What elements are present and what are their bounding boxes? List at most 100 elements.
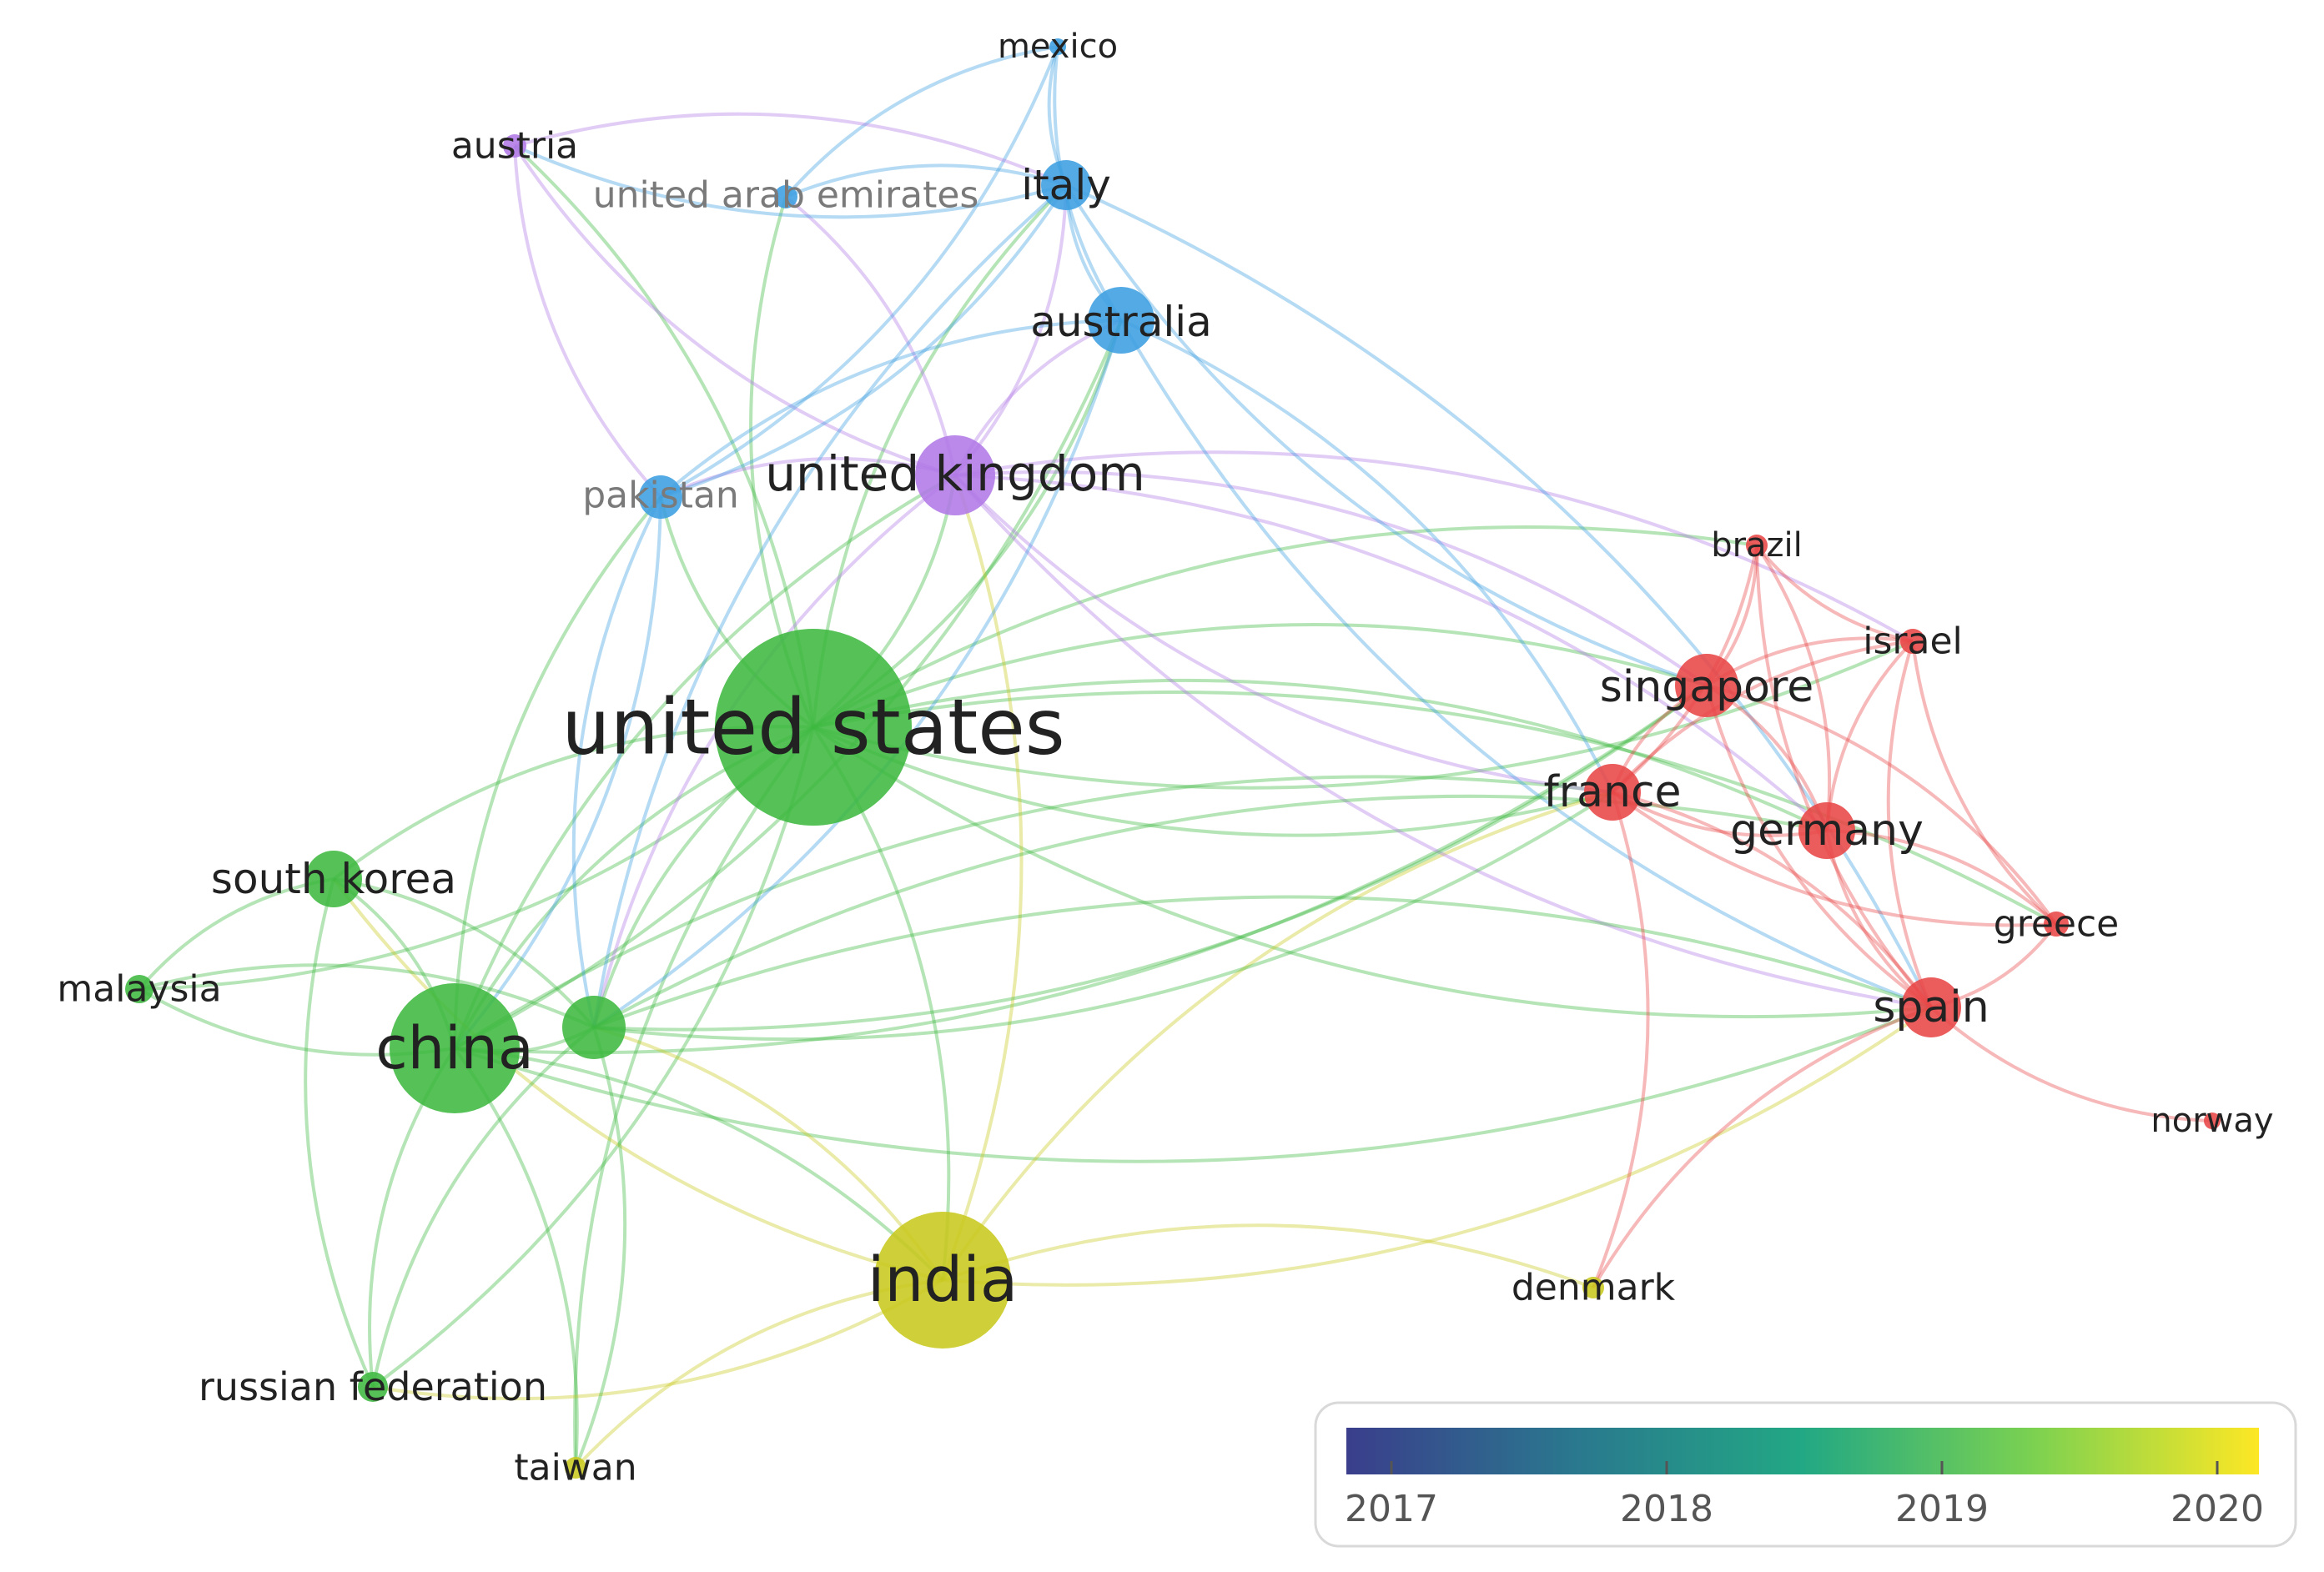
label-singapore: singapore xyxy=(1600,662,1813,712)
edge-austria-pakistan xyxy=(513,145,662,499)
node-united-kingdom[interactable] xyxy=(915,435,995,515)
edge-unlabeled_green-spain xyxy=(593,895,1932,1029)
edge-unlabeled_green-singapore xyxy=(593,684,1708,1032)
edge-india-united_kingdom xyxy=(941,475,1024,1281)
edge-united_states-brazil xyxy=(812,525,1758,729)
edge-united_states-israel xyxy=(812,640,1914,790)
edge-india-france xyxy=(941,791,1613,1282)
node-malaysia[interactable] xyxy=(125,975,153,1003)
label-denmark: denmark xyxy=(1512,1267,1676,1309)
node-france[interactable] xyxy=(1584,764,1641,821)
edges-layer xyxy=(138,45,2213,1469)
edge-spain-israel xyxy=(1886,640,1933,1008)
node-singapore[interactable] xyxy=(1675,654,1738,717)
edge-china-spain xyxy=(454,1006,1932,1163)
edge-italy-singapore xyxy=(1064,183,1708,687)
label-germany: germany xyxy=(1730,806,1924,856)
node-china[interactable] xyxy=(390,983,520,1113)
node-germany[interactable] xyxy=(1798,802,1855,859)
node-unlabeled-green[interactable] xyxy=(562,996,626,1059)
edge-china-united_kingdom xyxy=(453,474,956,1049)
edge-singapore-spain xyxy=(1705,685,1933,1009)
edge-united_kingdom-spain xyxy=(953,474,1932,1009)
edge-france-denmark xyxy=(1592,791,1650,1288)
node-israel[interactable] xyxy=(1900,629,1925,654)
edge-india-south_korea xyxy=(332,877,943,1282)
node-norway[interactable] xyxy=(2204,1112,2221,1129)
edge-australia-france xyxy=(1120,319,1614,793)
edge-italy-unlabeled_green xyxy=(592,183,1068,1028)
edge-singapore-greece xyxy=(1706,684,2058,926)
edge-united_kingdom-united_arab_emirates xyxy=(784,195,957,476)
node-italy[interactable] xyxy=(1041,160,1091,210)
edge-united_states-singapore xyxy=(812,623,1708,729)
year-color-legend: 2017 2018 2019 2020 xyxy=(1314,1401,2297,1548)
edge-france-greece xyxy=(1611,791,2057,927)
edge-italy-united_arab_emirates xyxy=(785,163,1067,198)
edge-india-russian_federation xyxy=(372,1278,944,1401)
edge-united_kingdom-france xyxy=(953,474,1613,794)
label-united-arab-emirates: united arab emirates xyxy=(593,174,979,217)
node-australia[interactable] xyxy=(1088,287,1154,354)
node-russian-federation[interactable] xyxy=(358,1372,388,1402)
label-spain: spain xyxy=(1873,982,1989,1032)
label-israel: israel xyxy=(1863,620,1963,663)
node-greece[interactable] xyxy=(2044,912,2069,937)
edge-spain-denmark xyxy=(1592,1006,1932,1289)
node-spain[interactable] xyxy=(1901,977,1961,1037)
edge-united_states-taiwan xyxy=(573,726,815,1469)
edge-italy-pakistan xyxy=(660,183,1068,499)
edge-united_kingdom-pakistan xyxy=(660,456,956,499)
nodes-layer xyxy=(125,38,2221,1479)
label-brazil: brazil xyxy=(1711,526,1803,565)
node-taiwan[interactable] xyxy=(565,1457,586,1479)
label-united-kingdom: united kingdom xyxy=(765,445,1144,502)
node-united-arab-emirates[interactable] xyxy=(774,185,797,208)
edge-germany-greece xyxy=(1826,829,2058,926)
edge-united_states-greece xyxy=(812,690,2057,926)
edge-south_korea-unlabeled_green xyxy=(333,877,596,1029)
label-india: india xyxy=(868,1244,1018,1316)
edge-italy-austria xyxy=(514,144,1067,219)
label-malaysia: malaysia xyxy=(57,968,221,1011)
label-china: china xyxy=(375,1014,534,1082)
label-france: france xyxy=(1543,767,1681,817)
label-south-korea: south korea xyxy=(211,855,456,903)
edge-pakistan-unlabeled_green xyxy=(571,496,662,1028)
edge-australia-pakistan xyxy=(659,319,1122,499)
edge-united_states-russian_federation xyxy=(371,726,815,1389)
legend-ticks: 2017 2018 2019 2020 xyxy=(1345,1461,2264,1530)
edge-australia-spain xyxy=(1119,319,1932,1009)
edge-france-spain xyxy=(1612,791,1933,1009)
edge-spain-norway xyxy=(1929,1006,2213,1122)
node-pakistan[interactable] xyxy=(639,475,682,519)
edge-china-india xyxy=(454,1047,944,1282)
edge-mexico-pakistan xyxy=(660,46,1059,499)
legend-label-2019: 2019 xyxy=(1895,1488,1989,1530)
node-united-states[interactable] xyxy=(715,629,912,826)
edge-china-pakistan xyxy=(453,495,662,1049)
node-mexico[interactable] xyxy=(1049,38,1066,55)
edge-united_states-spain xyxy=(812,726,1932,1019)
edge-united_states-france xyxy=(812,726,1613,837)
label-mexico: mexico xyxy=(998,28,1118,66)
edge-india-denmark xyxy=(942,1223,1594,1289)
node-india[interactable] xyxy=(874,1212,1011,1349)
edge-united_kingdom-germany xyxy=(954,474,1829,832)
label-austria: austria xyxy=(451,125,578,168)
edge-germany-brazil xyxy=(1755,544,1832,831)
edge-france-germany xyxy=(1612,791,1828,837)
edge-united_kingdom-italy xyxy=(953,184,1068,477)
edge-united_states-malaysia xyxy=(138,726,815,991)
edge-australia-unlabeled_green xyxy=(592,319,1123,1029)
edge-united_states-germany xyxy=(812,678,1828,832)
edge-spain-brazil xyxy=(1755,545,1933,1009)
legend-label-2020: 2020 xyxy=(2171,1488,2264,1530)
node-south-korea[interactable] xyxy=(305,851,362,907)
edge-united_kingdom-israel xyxy=(954,450,1914,643)
node-brazil[interactable] xyxy=(1746,535,1768,556)
node-denmark[interactable] xyxy=(1582,1277,1604,1298)
node-austria[interactable] xyxy=(503,134,526,158)
edge-france-israel xyxy=(1611,640,1914,794)
